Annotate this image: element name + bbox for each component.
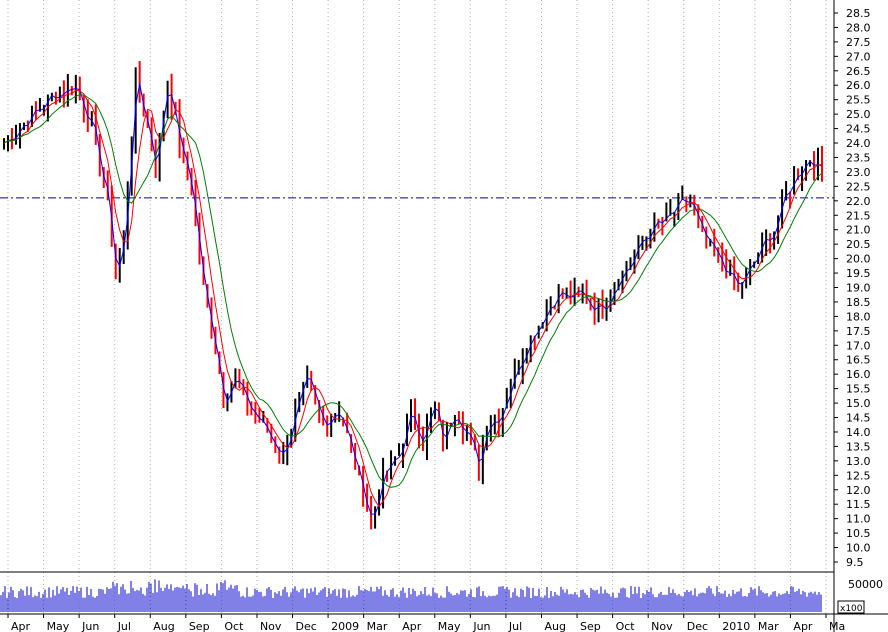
price-tick-label: 18.0 (846, 310, 871, 323)
price-tick-label: 19.5 (846, 267, 871, 280)
price-tick-label: 17.0 (846, 339, 871, 352)
price-tick-label: 22.0 (846, 195, 871, 208)
price-tick-label: 18.5 (846, 296, 871, 309)
date-tick-label: 2010 (722, 620, 750, 632)
date-tick-label: Mar (367, 620, 388, 632)
volume-unit-box (837, 600, 865, 614)
price-tick-label: 10.5 (846, 527, 871, 540)
price-tick-label: 27.5 (846, 36, 871, 49)
date-tick-label: Aug (153, 620, 174, 632)
date-tick-label: 2009 (331, 620, 359, 632)
moving-averages (3, 83, 823, 515)
date-tick-label: Aug (544, 620, 565, 632)
price-tick-label: 14.0 (846, 426, 871, 439)
date-tick-label: Jul (508, 620, 522, 632)
date-tick-label: Jun (81, 620, 99, 632)
date-tick-label: Dec (687, 620, 708, 632)
date-tick-label: Nov (651, 620, 673, 632)
price-tick-label: 17.5 (846, 325, 871, 338)
price-tick-label: 21.5 (846, 209, 871, 222)
moving-average-line (3, 83, 823, 515)
price-tick-label: 24.5 (846, 123, 871, 136)
price-tick-label: 23.0 (846, 166, 871, 179)
price-tick-label: 11.5 (846, 498, 871, 511)
date-tick-label: May (47, 620, 70, 632)
price-tick-label: 25.5 (846, 94, 871, 107)
price-tick-label: 13.0 (846, 455, 871, 468)
volume-axis-labels: 50000 x100 (837, 578, 883, 614)
price-tick-label: 14.5 (846, 412, 871, 425)
date-axis-labels: Apr May Jun Jul Aug Sep Oct Nov Dec 2009 Mar Apr May… (7, 614, 845, 632)
date-tick-label: Dec (296, 620, 317, 632)
price-tick-label: 12.0 (846, 484, 871, 497)
price-tick-label: 28.5 (846, 7, 871, 20)
price-tick-label: 28.0 (846, 21, 871, 34)
moving-average-line (3, 89, 823, 508)
price-tick-label: 22.5 (846, 180, 871, 193)
price-tick-label: 15.5 (846, 383, 871, 396)
date-tick-label: Nov (260, 620, 282, 632)
price-tick-label: 21.0 (846, 224, 871, 237)
price-tick-label: 11.0 (846, 513, 871, 526)
date-tick-label: Oct (616, 620, 636, 632)
price-tick-label: 16.5 (846, 354, 871, 367)
date-tick-label: Apr (793, 620, 813, 632)
date-tick-label: Apr (11, 620, 31, 632)
date-tick-label: May (438, 620, 461, 632)
price-tick-label: 26.5 (846, 65, 871, 78)
date-tick-label: Jun (472, 620, 490, 632)
price-tick-label: 16.0 (846, 368, 871, 381)
price-axis-labels: 28.528.0 27.527.0 26.526.0 25.525.0 24.524.0… (834, 7, 871, 569)
price-tick-label: 19.0 (846, 282, 871, 295)
date-tick-label: Ma (829, 620, 845, 632)
volume-bars (0, 579, 822, 612)
price-tick-label: 20.0 (846, 253, 871, 266)
price-tick-label: 20.5 (846, 238, 871, 251)
volume-unit-label: x100 (840, 604, 863, 614)
price-tick-label: 12.5 (846, 469, 871, 482)
date-tick-label: Apr (402, 620, 422, 632)
price-tick-label: 15.0 (846, 397, 871, 410)
date-tick-label: Sep (189, 620, 210, 632)
price-tick-label: 25.0 (846, 108, 871, 121)
price-tick-label: 9.5 (846, 556, 864, 569)
price-tick-label: 13.5 (846, 440, 871, 453)
price-tick-label: 27.0 (846, 50, 871, 63)
date-tick-label: Jul (117, 620, 131, 632)
price-tick-label: 24.0 (846, 137, 871, 150)
moving-average-line (3, 94, 823, 488)
date-tick-label: Sep (580, 620, 601, 632)
price-tick-label: 26.0 (846, 79, 871, 92)
date-tick-label: Mar (758, 620, 779, 632)
date-tick-label: Oct (224, 620, 244, 632)
price-tick-label: 23.5 (846, 151, 871, 164)
volume-tick-label: 50000 (848, 578, 883, 591)
price-tick-label: 10.0 (846, 542, 871, 555)
